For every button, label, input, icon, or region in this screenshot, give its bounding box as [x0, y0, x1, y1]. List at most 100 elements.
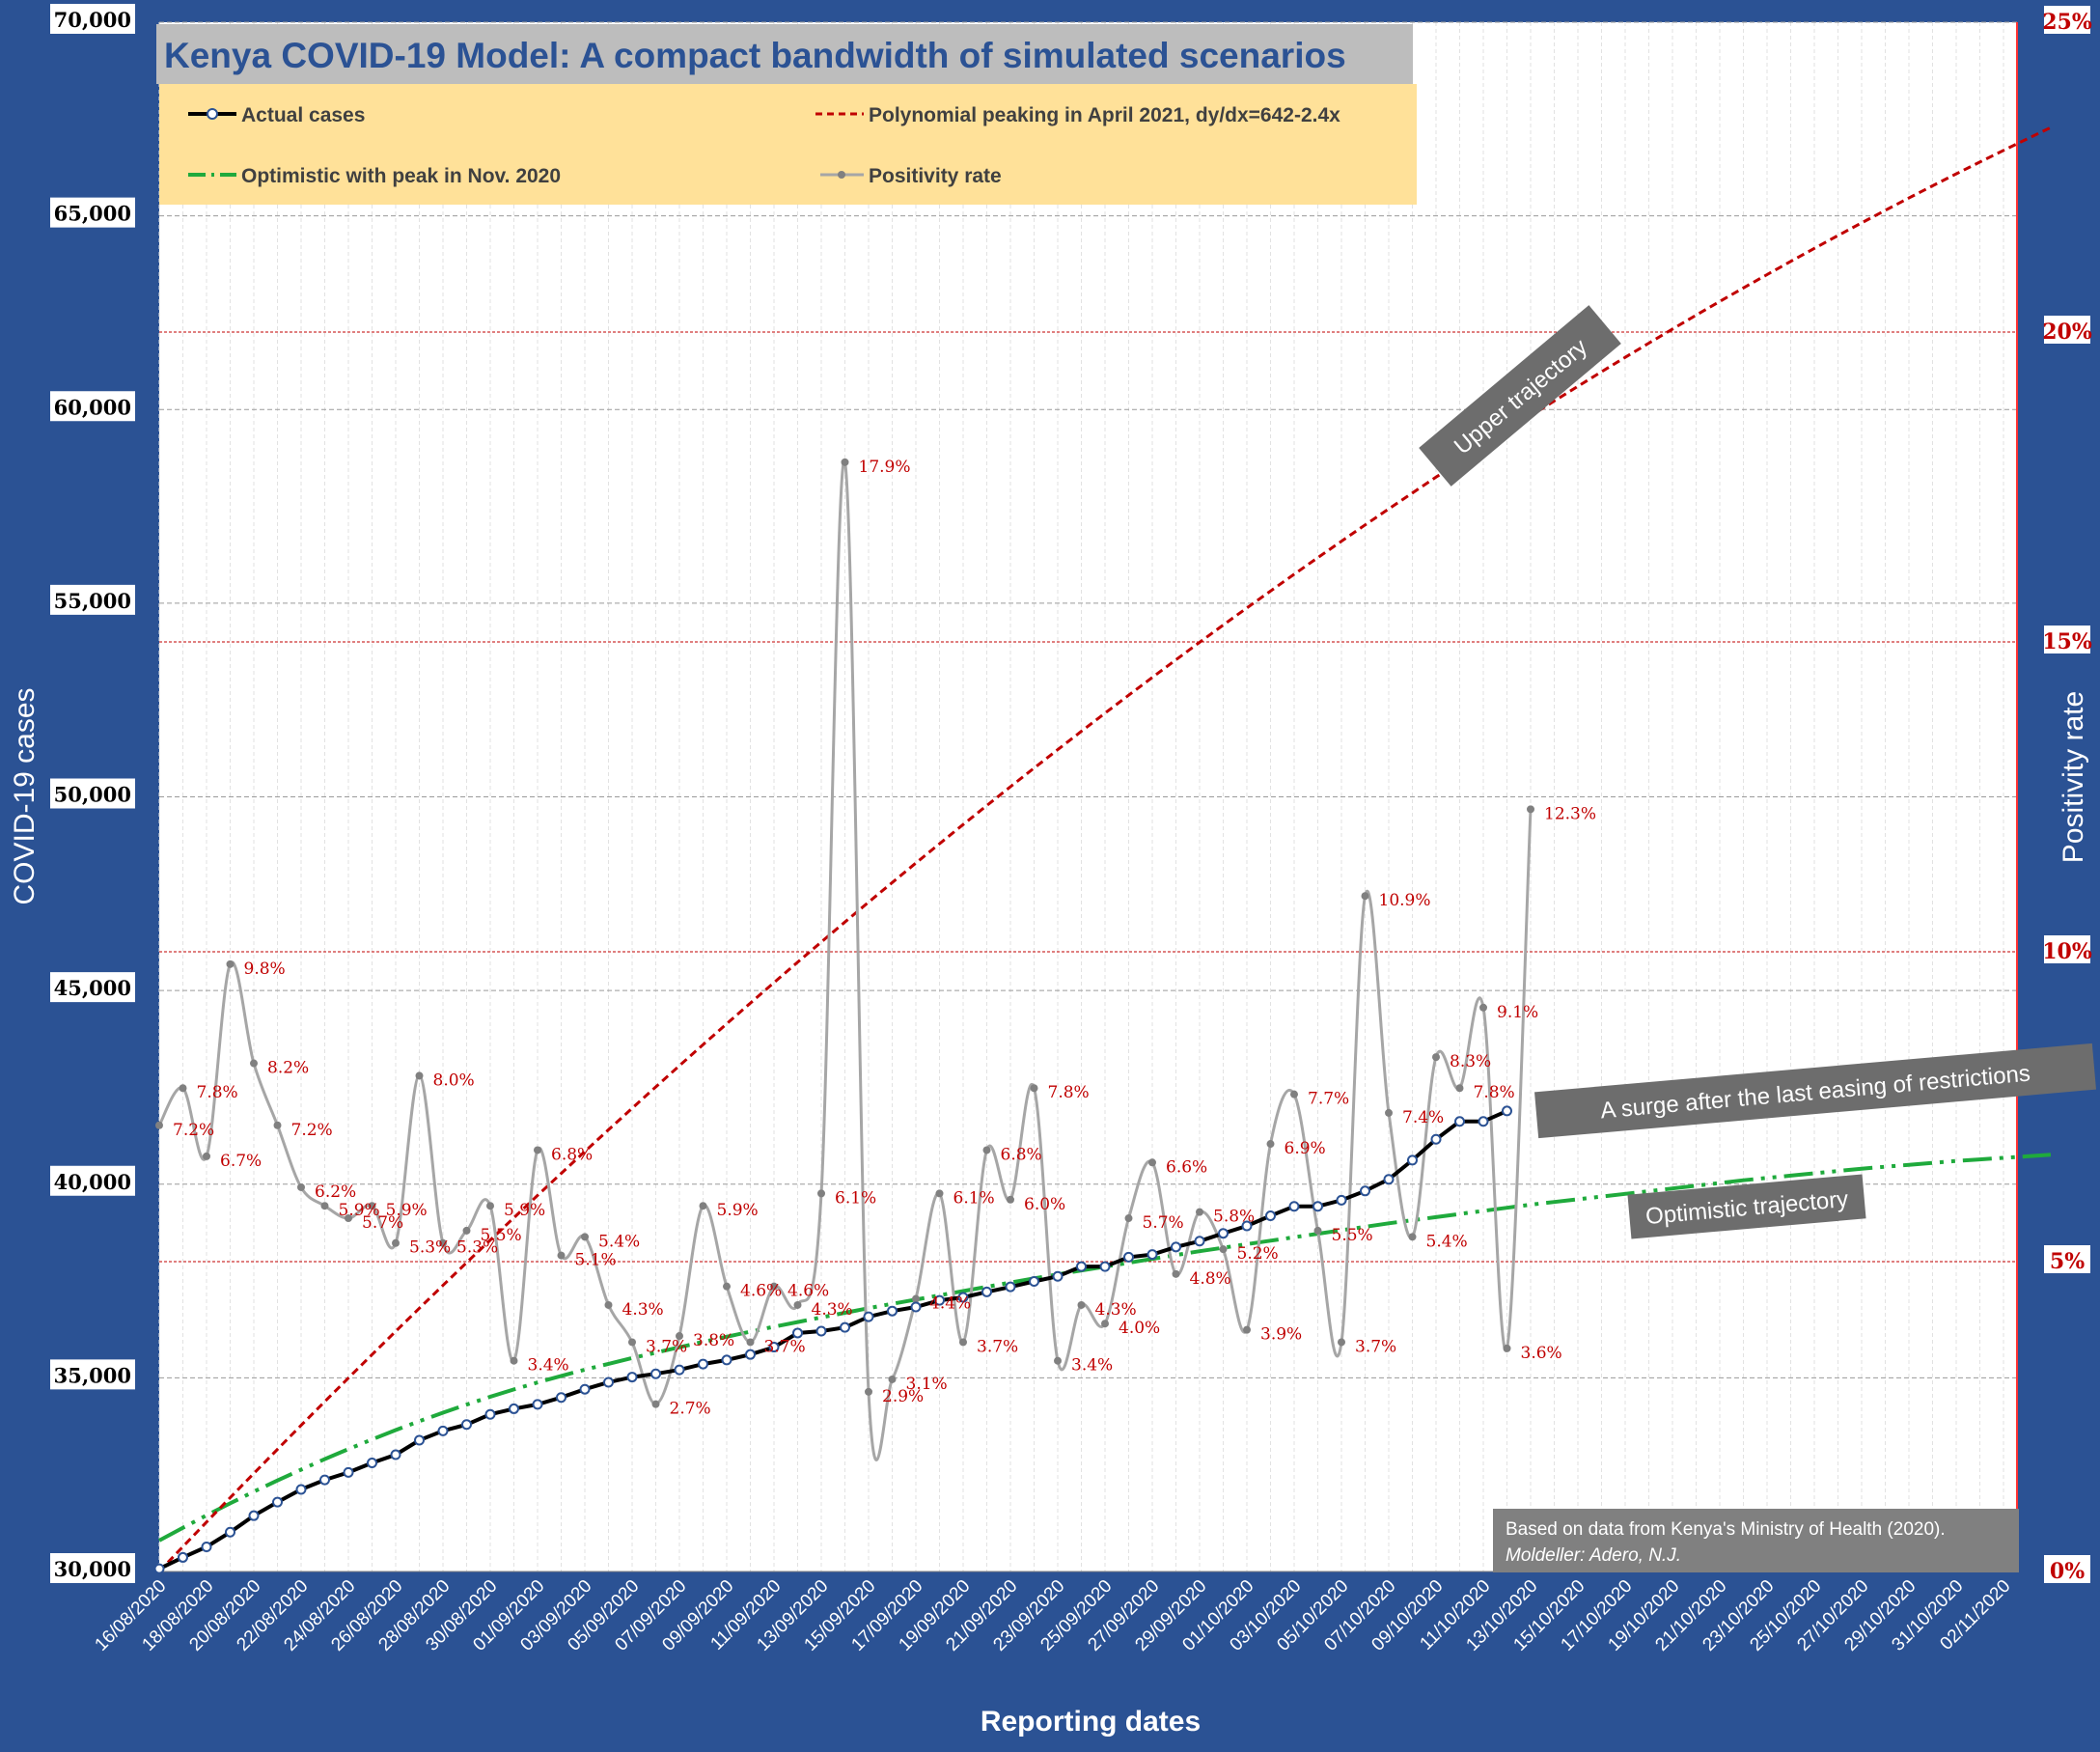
positivity-value-label: 6.8%: [1001, 1145, 1042, 1164]
positivity-point: [1007, 1195, 1014, 1204]
positivity-point: [1527, 805, 1534, 814]
positivity-point: [1432, 1053, 1440, 1062]
positivity-value-label: 5.1%: [575, 1251, 617, 1270]
positivity-point: [628, 1338, 636, 1347]
positivity-point: [155, 1121, 163, 1129]
positivity-value-label: 7.4%: [1402, 1108, 1444, 1127]
actual-point: [248, 1510, 260, 1521]
actual-point: [1430, 1133, 1442, 1145]
actual-point: [1407, 1154, 1418, 1166]
actual-point: [1360, 1185, 1370, 1197]
positivity-value-label: 4.6%: [740, 1282, 782, 1301]
positivity-point: [746, 1338, 755, 1347]
actual-point: [745, 1349, 756, 1360]
actual-point: [414, 1434, 425, 1446]
positivity-value-label: 3.4%: [1071, 1356, 1113, 1376]
y-tick-label: 50,000: [54, 783, 131, 807]
value-label-layer: 7.2%7.8%6.7%9.8%8.2%7.2%6.2%5.9%5.7%5.9%…: [173, 458, 1596, 1419]
y2-tick-label: 10%: [2042, 939, 2092, 964]
positivity-value-label: 12.3%: [1544, 804, 1596, 823]
positivity-value-label: 3.4%: [528, 1356, 569, 1376]
positivity-point: [1054, 1356, 1062, 1365]
source-note: Based on data from Kenya's Ministry of H…: [1493, 1509, 2019, 1572]
actual-point: [1076, 1261, 1087, 1272]
positivity-point: [1313, 1226, 1322, 1235]
actual-point: [863, 1311, 874, 1322]
actual-point: [981, 1286, 992, 1297]
actual-point: [178, 1551, 188, 1563]
positivity-value-label: 4.3%: [1095, 1300, 1137, 1320]
positivity-point: [959, 1338, 967, 1347]
positivity-point: [392, 1238, 400, 1247]
y2-tick-label: 5%: [2050, 1249, 2085, 1274]
legend-item-positivity: Positivity rate: [820, 165, 1002, 187]
actual-point: [1052, 1270, 1064, 1282]
y2-axis-title: Positivity rate: [2058, 691, 2089, 863]
actual-point: [815, 1325, 827, 1337]
actual-point: [295, 1484, 307, 1495]
actual-point: [1218, 1228, 1229, 1239]
x-axis-title: Reporting dates: [981, 1706, 1201, 1738]
positivity-point: [793, 1300, 802, 1309]
y-tick-label: 30,000: [54, 1557, 131, 1581]
actual-point: [1478, 1116, 1489, 1127]
actual-point: [532, 1399, 543, 1410]
actual-point: [1147, 1249, 1158, 1261]
positivity-value-label: 6.0%: [1024, 1195, 1065, 1214]
positivity-point: [1172, 1269, 1180, 1278]
positivity-value-label: 5.5%: [1332, 1226, 1373, 1245]
positivity-point: [1290, 1090, 1298, 1098]
positivity-value-label: 17.9%: [859, 458, 911, 477]
legend-label-optimistic: Optimistic with peak in Nov. 2020: [241, 165, 561, 187]
y-tick-label-bg: [50, 972, 135, 1003]
positivity-value-label: 6.6%: [1166, 1157, 1207, 1177]
legend-item-polynomial: Polynomial peaking in April 2021, dy/dx=…: [815, 104, 1340, 126]
actual-point: [153, 1563, 165, 1574]
positivity-point: [676, 1332, 683, 1341]
annotation-optimistic: Optimistic trajectory: [1627, 1174, 1866, 1239]
actual-point: [509, 1403, 519, 1414]
actual-point: [1288, 1201, 1300, 1212]
positivity-point: [462, 1226, 471, 1235]
positivity-value-label: 7.8%: [1474, 1083, 1515, 1102]
x-tick-layer: 16/08/202018/08/202020/08/202022/08/2020…: [91, 1576, 2014, 1655]
positivity-point: [604, 1300, 613, 1309]
positivity-value-label: 3.1%: [906, 1375, 948, 1394]
positivity-value-label: 4.4%: [929, 1294, 971, 1314]
positivity-value-label: 4.3%: [622, 1300, 664, 1320]
actual-point: [1099, 1261, 1111, 1272]
y-tick-label-bg: [50, 1165, 135, 1196]
legend-item-optimistic: Optimistic with peak in Nov. 2020: [188, 165, 561, 187]
y-tick-label: 70,000: [54, 8, 131, 32]
actual-point: [1241, 1220, 1253, 1232]
y-tick-label-bg: [50, 197, 135, 228]
positivity-value-label: 5.3%: [409, 1238, 451, 1258]
positivity-value-label: 8.0%: [433, 1071, 475, 1090]
actual-point: [272, 1496, 283, 1508]
positivity-value-label: 5.3%: [456, 1238, 498, 1258]
y2-tick-label: 0%: [2050, 1559, 2085, 1584]
positivity-point: [510, 1356, 518, 1365]
positivity-point: [935, 1189, 944, 1198]
positivity-point: [651, 1400, 660, 1408]
positivity-value-label: 4.6%: [788, 1282, 829, 1301]
actual-point: [721, 1354, 732, 1366]
actual-point: [390, 1449, 401, 1460]
y2-tick-label-bg: [2044, 1245, 2090, 1273]
series-layer: [153, 125, 2052, 1574]
positivity-point: [1243, 1325, 1251, 1334]
positivity-point: [557, 1251, 566, 1260]
title-box: [156, 24, 1413, 84]
y-tick-label: 65,000: [54, 202, 131, 226]
positivity-value-label: 5.8%: [1213, 1208, 1255, 1227]
actual-point: [1502, 1105, 1512, 1117]
positivity-value-label: 7.8%: [1048, 1083, 1090, 1102]
positivity-point: [581, 1233, 589, 1241]
y-tick-label-bg: [50, 4, 135, 34]
positivity-value-label: 7.2%: [291, 1121, 333, 1140]
y2-tick-layer: 0% 5% 10% 15% 20% 25%: [2042, 6, 2092, 1584]
actual-point: [1171, 1241, 1181, 1253]
actual-point: [201, 1541, 212, 1552]
y2-tick-label-bg: [2044, 316, 2090, 344]
positivity-value-label: 9.8%: [244, 959, 286, 979]
